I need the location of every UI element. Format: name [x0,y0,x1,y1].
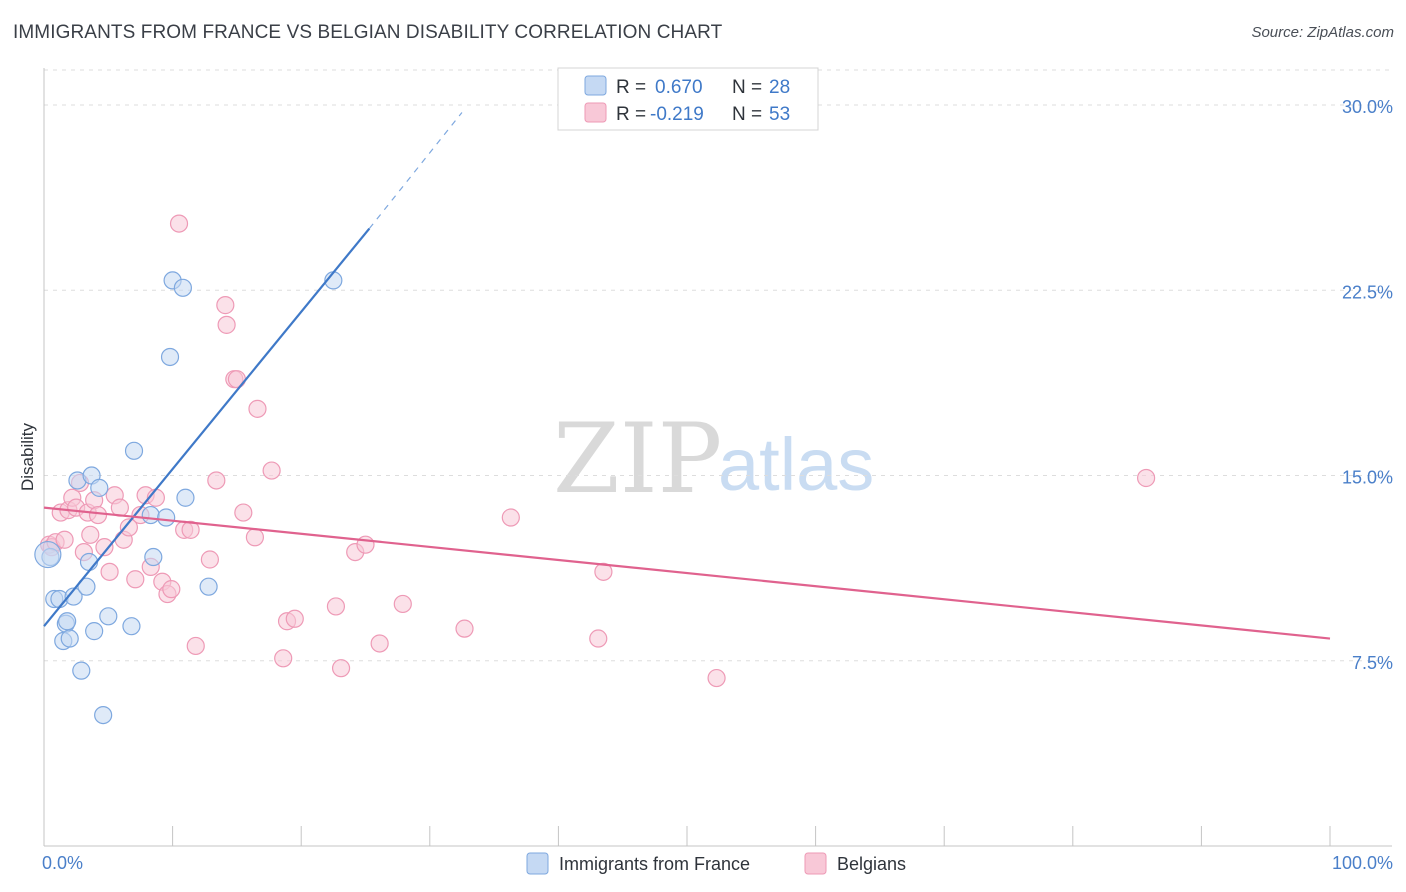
data-point [79,552,99,572]
legend-n-value-1: 28 [769,77,790,98]
data-point [85,622,104,641]
data-point [331,659,351,678]
data-point [81,525,100,544]
y-axis-title: Disability [18,422,37,491]
source-label: Source: ZipAtlas.com [1251,24,1394,41]
data-point [160,347,180,367]
data-point [326,597,346,616]
data-point [124,441,144,460]
trend-line-france-extension [368,112,463,229]
x-tick-label-min: 0.0% [42,853,83,873]
x-tick-label-max: 100.0% [1332,853,1393,873]
data-point [173,278,192,297]
series-legend-label-belgians: Belgians [837,854,906,874]
data-point [181,520,200,539]
chart-title: IMMIGRANTS FROM FRANCE VS BELGIAN DISABI… [13,22,723,43]
series-legend: Immigrants from France Belgians [526,852,906,875]
data-point [501,508,520,527]
legend-r-label-1: R = [616,77,646,98]
correlation-legend: R = 0.670 N = 28 R = -0.219 N = 53 [557,67,819,131]
y-tick-label: 22.5% [1342,282,1393,302]
y-axis-tick-labels: 7.5% 15.0% 22.5% 30.0% [1342,97,1393,673]
data-point [60,629,79,648]
data-point [100,562,119,581]
data-point [64,587,83,606]
data-point [72,661,91,680]
y-tick-label: 7.5% [1352,653,1393,673]
data-point [55,530,74,549]
grid [44,69,1392,662]
data-point [285,609,304,628]
data-point [58,612,77,631]
data-point [77,577,96,596]
data-point [248,399,267,418]
legend-r-value-2: -0.219 [650,104,704,125]
data-point [94,705,113,725]
data-point [119,518,138,537]
data-point [88,505,108,525]
y-tick-label: 30.0% [1342,97,1393,117]
y-tick-label: 15.0% [1342,468,1393,488]
data-point [169,214,189,233]
series-legend-swatch-belgians [804,852,827,875]
data-point [200,550,219,569]
data-point [227,370,246,389]
data-point [141,505,160,525]
data-point [216,296,235,315]
data-point [393,594,412,614]
series-legend-label-france: Immigrants from France [559,854,750,874]
legend-n-value-2: 53 [769,104,790,125]
data-point [126,570,145,589]
trend-line-france [43,227,371,627]
data-point [34,540,62,569]
legend-n-label-1: N = [732,77,762,98]
watermark-zip: ZIP [553,403,722,515]
data-point [234,503,253,522]
data-point [594,562,613,581]
data-point [110,498,129,517]
data-point [99,607,118,626]
data-point [157,508,176,527]
legend-swatch-blue [584,75,607,96]
data-point [162,580,181,599]
data-point [370,634,389,653]
series-legend-swatch-france [526,852,549,875]
data-point [217,315,236,334]
watermark: ZIP atlas [553,403,874,515]
data-point [207,471,226,490]
data-point [262,461,281,480]
x-axis-ticks [43,826,1331,846]
legend-n-label-2: N = [732,104,762,125]
watermark-atlas: atlas [718,423,874,506]
legend-r-label-2: R = [616,104,646,125]
data-point [274,649,293,668]
data-point [186,636,205,656]
data-point [589,629,608,648]
data-point [245,528,265,547]
data-point [95,538,114,557]
trend-lines [43,112,1331,640]
legend-r-value-1: 0.670 [655,77,703,98]
data-point [199,577,218,596]
data-point [176,488,195,507]
data-point [90,478,109,497]
data-point [455,619,474,638]
data-point [707,668,726,688]
legend-swatch-pink [584,102,607,123]
data-point [144,547,163,567]
trend-line-belgians [43,506,1331,640]
data-point [1137,468,1156,488]
data-point [122,617,141,636]
